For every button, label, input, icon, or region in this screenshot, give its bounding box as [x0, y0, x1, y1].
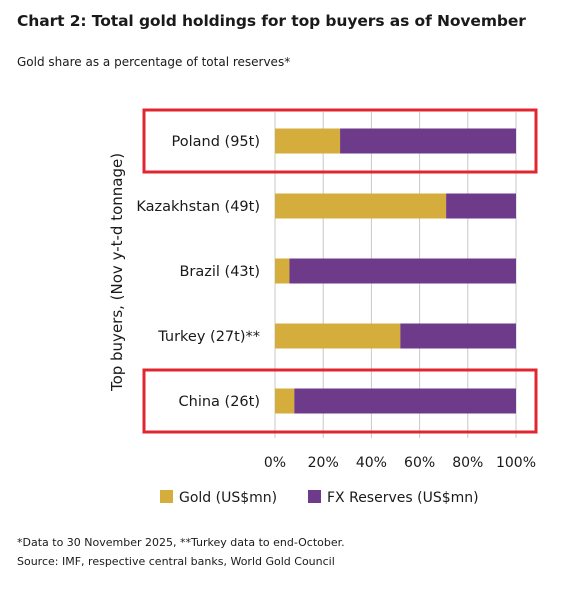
footnote-note: *Data to 30 November 2025, **Turkey data…: [17, 536, 345, 549]
highlight-box: [142, 368, 538, 434]
bar-segment: [275, 258, 290, 284]
category-label: Brazil (43t): [179, 264, 260, 280]
bar-segment: [275, 128, 341, 154]
bar-segment: [275, 323, 401, 349]
legend-swatch: [160, 490, 173, 503]
x-tick-label: 20%: [308, 455, 339, 471]
bar-segment: [294, 388, 516, 414]
legend-label: FX Reserves (US$mn): [327, 490, 479, 506]
x-tick-label: 0%: [264, 455, 286, 471]
footnote-source: Source: IMF, respective central banks, W…: [17, 555, 335, 568]
bar-segment: [275, 388, 295, 414]
x-tick-label: 40%: [356, 455, 387, 471]
legend-swatch: [308, 490, 321, 503]
bar-segment: [289, 258, 516, 284]
highlight-box: [142, 108, 538, 174]
legend-label: Gold (US$mn): [179, 490, 277, 506]
chart-title: Chart 2: Total gold holdings for top buy…: [17, 12, 526, 30]
x-tick-label: 60%: [404, 455, 435, 471]
x-tick-label: 100%: [496, 455, 536, 471]
category-label: China (26t): [179, 394, 260, 410]
bar-segment: [400, 323, 516, 349]
x-tick-label: 80%: [452, 455, 483, 471]
chart-subtitle: Gold share as a percentage of total rese…: [17, 55, 291, 69]
category-label: Kazakhstan (49t): [136, 199, 260, 215]
category-label: Poland (95t): [172, 134, 260, 150]
bar-segment: [275, 193, 447, 219]
y-axis-label: Top buyers, (Nov y-t-d tonnage): [108, 153, 126, 392]
category-label: Turkey (27t)**: [157, 329, 260, 345]
bar-segment: [446, 193, 516, 219]
bar-segment: [340, 128, 516, 154]
